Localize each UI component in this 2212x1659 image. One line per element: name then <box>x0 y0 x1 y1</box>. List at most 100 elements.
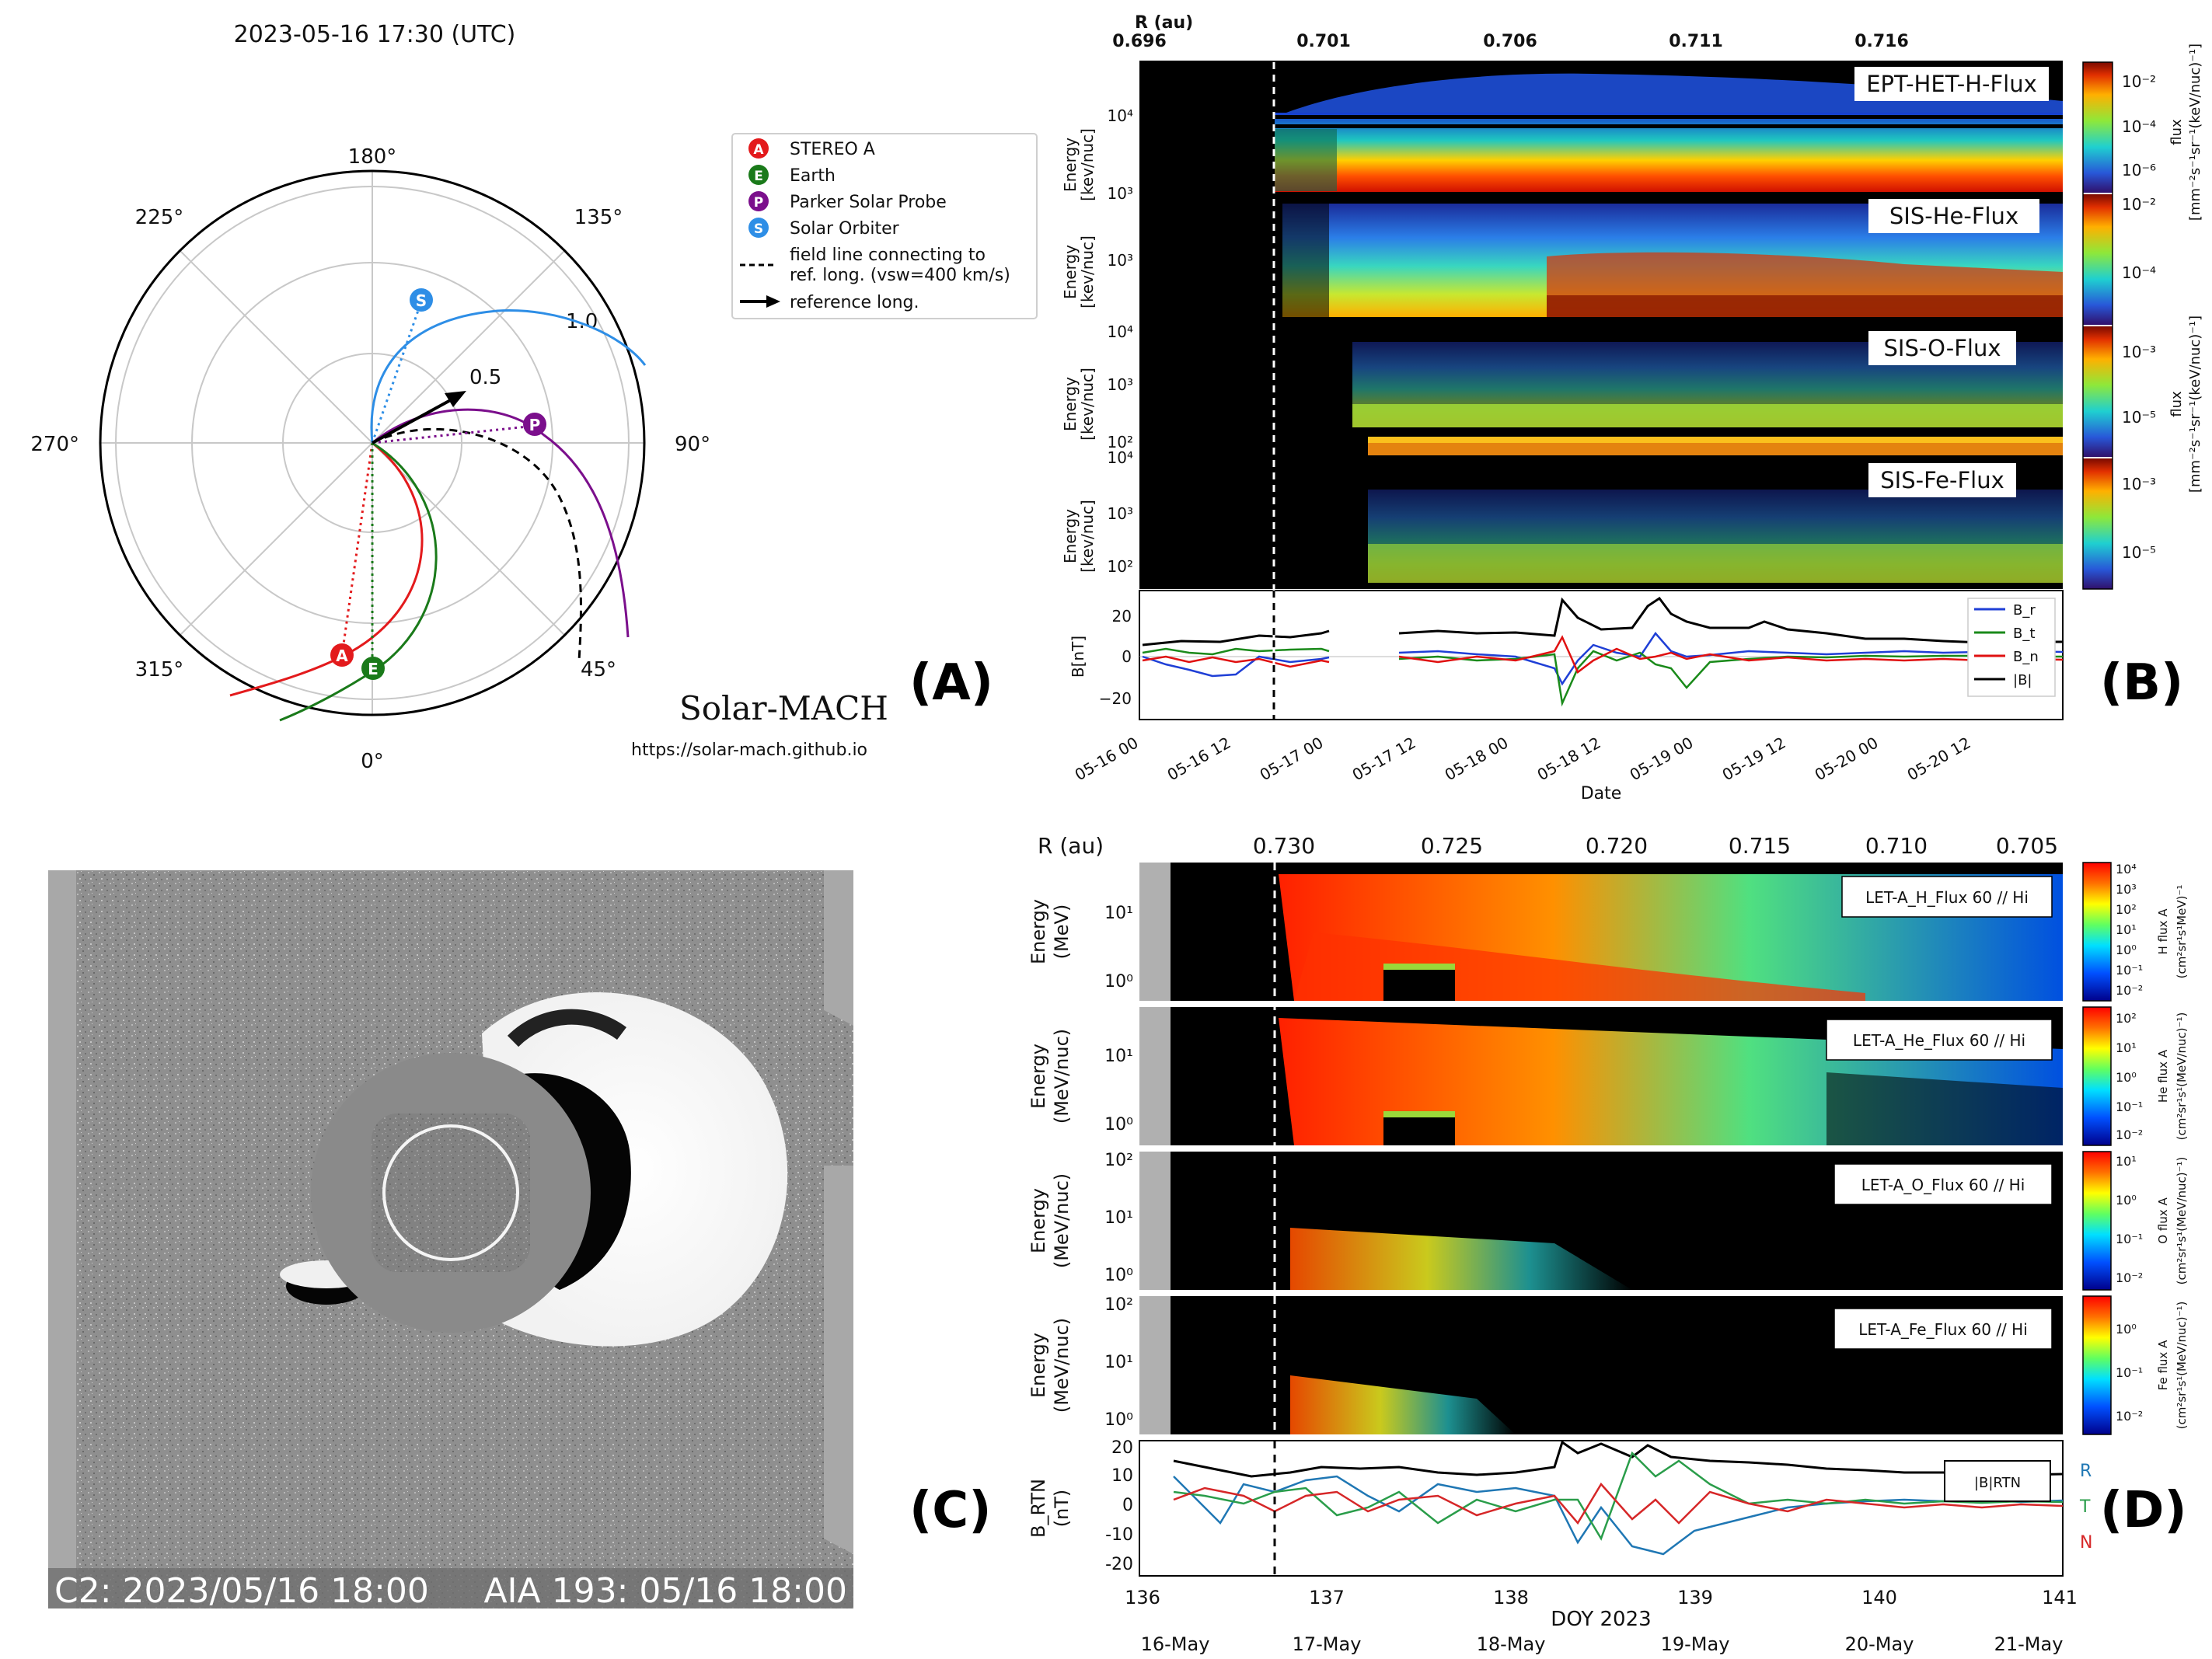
spec-label-h: EPT-HET-H-Flux <box>1866 71 2037 97</box>
ytick: 10³ <box>1108 184 1133 203</box>
ylabel: [kev/nuc] <box>1078 128 1097 201</box>
x-tick: 137 <box>1309 1587 1345 1608</box>
cbar-label: [mm⁻²s⁻¹sr⁻¹(keV/nuc)⁻¹] <box>2187 315 2203 493</box>
cbar-tick: 10¹ <box>2116 922 2137 937</box>
panel-d-xlabel: DOY 2023 <box>1551 1608 1651 1631</box>
angle-225: 225° <box>135 206 184 229</box>
cbar-tick: 10⁻¹ <box>2116 963 2143 978</box>
angle-labels: 180° 135° 90° 45° 0° 315° 270° 225° <box>30 145 710 773</box>
angle-315: 315° <box>135 658 184 681</box>
panel-c-coronagraph: C2: 2023/05/16 18:00 AIA 193: 05/16 18:0… <box>48 870 853 1611</box>
solar-limb <box>382 1124 519 1261</box>
spec-let-he: LET-A_He_Flux 60 // Hi <box>1139 1007 2063 1145</box>
psp-dotted <box>372 424 536 444</box>
cbar-tick: 10² <box>2116 1011 2137 1026</box>
cbar-label: He flux A <box>2156 1049 2170 1103</box>
panel-d-let-spectrograms: R (au) 0.730 0.725 0.720 0.715 0.710 0.7… <box>1027 833 2189 1655</box>
panel-b-r-label: R (au) <box>1135 13 1193 33</box>
spec-label-fe: SIS-Fe-Flux <box>1880 467 2004 493</box>
cbar-tick: 10⁻³ <box>2122 475 2156 493</box>
solo-field-line <box>370 309 647 444</box>
cbar-units: (cm²sr¹s¹(MeV/nuc)⁻¹) <box>2175 1157 2189 1285</box>
cbar-tick: 10⁰ <box>2116 1070 2137 1085</box>
x-tick: 139 <box>1677 1587 1713 1608</box>
r-tick: 0.705 <box>1996 833 2058 859</box>
ytick: 10¹ <box>1104 904 1133 923</box>
date-tick: 17-May <box>1293 1633 1362 1655</box>
ytick: 10³ <box>1108 504 1133 523</box>
ytick: 10¹ <box>1104 1353 1133 1372</box>
ytick: 10⁴ <box>1108 322 1133 341</box>
panel-b-bmag <box>1142 596 2063 647</box>
panel-label-b: (B) <box>2100 654 2183 712</box>
cbar-tick: 10⁻² <box>2116 1270 2143 1285</box>
spec-label-let-fe: LET-A_Fe_Flux 60 // Hi <box>1858 1320 2028 1339</box>
cbar-tick: 10⁻² <box>2116 983 2143 998</box>
psp-field-line <box>372 408 630 638</box>
cbar-tick: 10¹ <box>2116 1154 2137 1169</box>
r-tick: 0.701 <box>1296 32 1351 51</box>
radial-label-05: 0.5 <box>469 366 501 389</box>
reference-arrow <box>372 396 455 444</box>
b-ytick: 10 <box>1111 1466 1133 1486</box>
legend-earth: Earth <box>790 166 836 186</box>
rtn-label-r: R <box>2080 1462 2092 1481</box>
panel-b-xlabel: Date <box>1581 784 1622 803</box>
cbar-tick: 10⁻² <box>2122 72 2156 91</box>
cbar-tick: 10⁰ <box>2116 1193 2137 1208</box>
psp-marker: P <box>523 413 546 436</box>
panel-d-bn <box>1173 1482 2064 1525</box>
cbar-tick: 10⁰ <box>2116 1322 2137 1337</box>
ylabel: Energy <box>1061 509 1080 563</box>
ylabel: Energy <box>1027 1333 1049 1398</box>
cbar-tick: 10³ <box>2116 882 2137 897</box>
cbar-units: (cm²sr¹s¹MeV)⁻¹ <box>2175 885 2189 979</box>
panel-b-r-ticks: 0.696 0.701 0.706 0.711 0.716 <box>1112 32 1909 51</box>
spec-label-he: SIS-He-Flux <box>1889 203 2018 229</box>
angle-90: 90° <box>675 433 710 456</box>
panel-b-xticks: 05-16 00 05-16 12 05-17 00 05-17 12 05-1… <box>1072 734 1974 785</box>
ylabel: Energy <box>1027 899 1049 964</box>
x-tick: 138 <box>1493 1587 1529 1608</box>
panel-d-br <box>1173 1475 2064 1556</box>
ytick: 10² <box>1104 1151 1133 1170</box>
x-tick: 141 <box>2042 1587 2078 1608</box>
b-ytick: -10 <box>1105 1525 1133 1545</box>
cbar-tick: 10⁻⁵ <box>2122 543 2156 562</box>
cbar-tick: 10⁴ <box>2116 862 2137 877</box>
cbar-tick: 10⁻⁴ <box>2122 117 2156 136</box>
legend-fieldline-2: ref. long. (vsw=400 km/s) <box>790 266 1010 285</box>
ytick: 10² <box>1104 1295 1133 1315</box>
svg-text:E: E <box>368 660 379 678</box>
x-tick: 05-19 12 <box>1719 734 1789 785</box>
x-tick: 05-16 12 <box>1164 734 1234 785</box>
panel-d-colorbars: 10⁴ 10³ 10² 10¹ 10⁰ 10⁻¹ 10⁻² 10² 10¹ 10… <box>2082 862 2189 1435</box>
cbar-units: (cm²sr¹s¹(MeV/nuc)⁻¹) <box>2175 1302 2189 1430</box>
caption-aia: AIA 193: 05/16 18:00 <box>483 1571 847 1611</box>
ytick: 10² <box>1108 433 1133 451</box>
stereo-dotted <box>340 442 374 656</box>
earth-field-line <box>279 441 438 722</box>
ytick: 10² <box>1108 557 1133 576</box>
caption-c2: C2: 2023/05/16 18:00 <box>54 1571 429 1611</box>
cbar-tick: 10⁰ <box>2116 943 2137 957</box>
cbar-label: [mm⁻²s⁻¹sr⁻¹(keV/nuc)⁻¹] <box>2187 44 2203 221</box>
cbar-tick: 10² <box>2116 902 2137 917</box>
legend-br: B_r <box>2013 602 2036 619</box>
solar-mach-brand: Solar-MACH <box>679 689 888 727</box>
ytick: 10⁰ <box>1104 1266 1133 1285</box>
ytick: 10⁰ <box>1104 1115 1133 1134</box>
earth-marker: E <box>361 657 385 680</box>
angle-135: 135° <box>574 206 623 229</box>
spec-label-let-he: LET-A_He_Flux 60 // Hi <box>1853 1031 2025 1050</box>
angle-45: 45° <box>581 658 616 681</box>
svg-text:S: S <box>754 221 763 237</box>
stereo-marker: A <box>330 643 354 667</box>
spec-label-let-o: LET-A_O_Flux 60 // Hi <box>1861 1176 2025 1194</box>
cbar-tick: 10⁻² <box>2122 195 2156 214</box>
x-tick: 05-18 12 <box>1534 734 1604 785</box>
legend-solo: Solar Orbiter <box>790 219 900 239</box>
legend-fieldline-1: field line connecting to <box>790 246 986 265</box>
spec-label-let-h: LET-A_H_Flux 60 // Hi <box>1865 888 2029 907</box>
svg-text:P: P <box>529 416 541 434</box>
